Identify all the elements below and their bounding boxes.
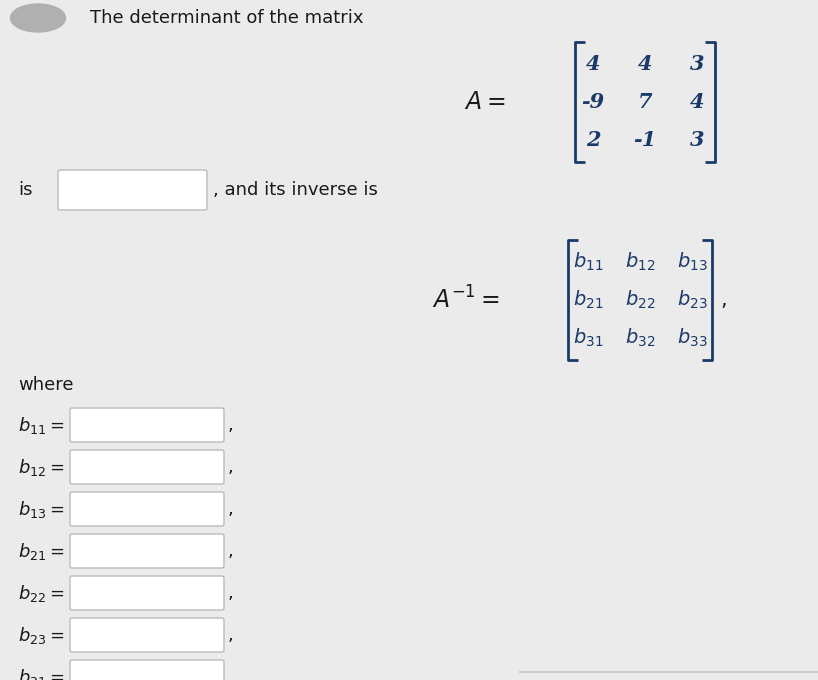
Text: , and its inverse is: , and its inverse is	[213, 181, 378, 199]
Ellipse shape	[11, 4, 65, 32]
FancyBboxPatch shape	[70, 576, 224, 610]
Text: $b_{32}$: $b_{32}$	[625, 327, 655, 349]
Text: ,: ,	[228, 542, 234, 560]
Text: ,: ,	[720, 290, 726, 310]
Text: $b_{11} =$: $b_{11} =$	[18, 415, 65, 435]
Text: -9: -9	[582, 92, 605, 112]
Text: $A^{-1}=$: $A^{-1}=$	[432, 286, 500, 313]
Text: ,: ,	[228, 500, 234, 518]
Text: ,: ,	[228, 584, 234, 602]
Text: $b_{13} =$: $b_{13} =$	[18, 498, 65, 520]
Text: $b_{12}$: $b_{12}$	[625, 251, 655, 273]
Text: $b_{33}$: $b_{33}$	[676, 327, 708, 349]
Text: $A=$: $A=$	[464, 90, 505, 114]
Text: 2: 2	[586, 130, 600, 150]
Text: $b_{11}$: $b_{11}$	[573, 251, 603, 273]
FancyBboxPatch shape	[58, 170, 207, 210]
Text: -1: -1	[633, 130, 657, 150]
Text: ,: ,	[228, 668, 234, 680]
Text: The determinant of the matrix: The determinant of the matrix	[90, 9, 363, 27]
Text: $b_{21} =$: $b_{21} =$	[18, 541, 65, 562]
Text: $b_{23}$: $b_{23}$	[676, 289, 708, 311]
Text: $b_{13}$: $b_{13}$	[676, 251, 708, 273]
Text: ,: ,	[228, 416, 234, 434]
FancyBboxPatch shape	[70, 408, 224, 442]
Text: $b_{31} =$: $b_{31} =$	[18, 666, 65, 680]
Text: $b_{21}$: $b_{21}$	[573, 289, 603, 311]
FancyBboxPatch shape	[70, 450, 224, 484]
Text: 3: 3	[690, 54, 704, 74]
Text: $b_{22}$: $b_{22}$	[625, 289, 655, 311]
Text: $b_{31}$: $b_{31}$	[573, 327, 603, 349]
Text: is: is	[18, 181, 33, 199]
Text: ,: ,	[228, 458, 234, 476]
Text: 4: 4	[690, 92, 704, 112]
Text: 4: 4	[638, 54, 652, 74]
FancyBboxPatch shape	[70, 660, 224, 680]
Text: 7: 7	[638, 92, 652, 112]
Text: where: where	[18, 376, 74, 394]
Text: ,: ,	[228, 626, 234, 644]
Text: $b_{12} =$: $b_{12} =$	[18, 456, 65, 477]
Text: 3: 3	[690, 130, 704, 150]
FancyBboxPatch shape	[70, 618, 224, 652]
FancyBboxPatch shape	[70, 492, 224, 526]
FancyBboxPatch shape	[70, 534, 224, 568]
Text: $b_{23} =$: $b_{23} =$	[18, 624, 65, 645]
Text: 4: 4	[586, 54, 600, 74]
Text: $b_{22} =$: $b_{22} =$	[18, 583, 65, 604]
